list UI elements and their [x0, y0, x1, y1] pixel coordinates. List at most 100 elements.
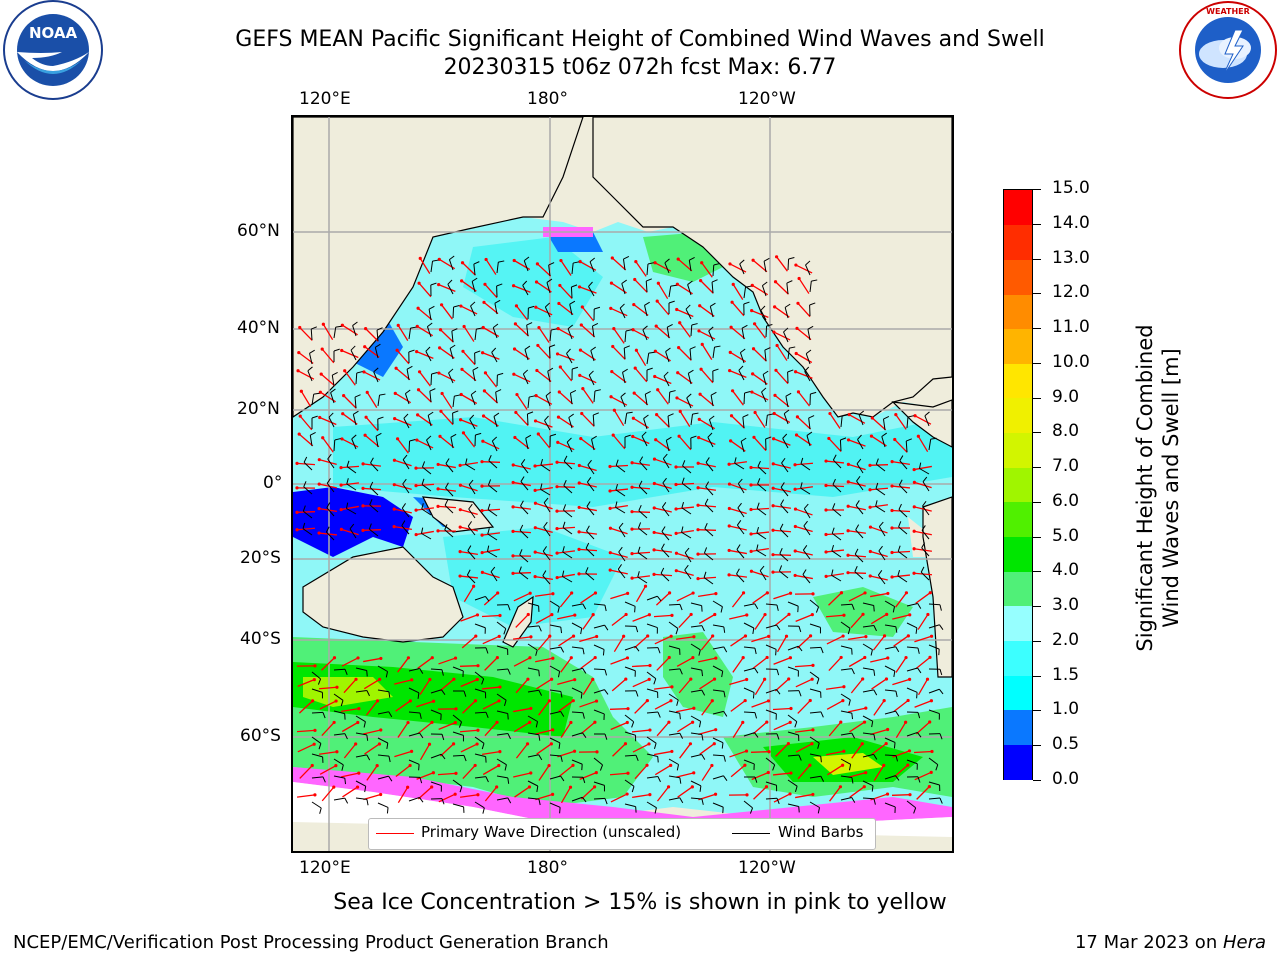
- wave-direction-arrowhead: [882, 634, 887, 638]
- wind-barb: [875, 488, 886, 496]
- wave-direction-arrow: [482, 440, 500, 450]
- wave-direction-arrow: [365, 328, 379, 342]
- wave-direction-arrow: [654, 531, 672, 537]
- wave-direction-arrowhead: [839, 655, 843, 660]
- wave-direction-arrowhead: [652, 530, 656, 535]
- wave-direction-arrowhead: [414, 466, 418, 470]
- wind-barb-feather: [757, 460, 761, 467]
- wind-barb-feather: [366, 690, 370, 697]
- wave-direction-arrowhead: [481, 439, 485, 443]
- wind-barb-feather: [754, 648, 757, 655]
- wind-barb-feather: [763, 257, 770, 262]
- wind-barb-feather: [688, 369, 694, 374]
- wave-direction-arrow: [913, 750, 933, 754]
- wind-barb: [549, 624, 561, 628]
- wave-direction-arrowhead: [794, 433, 799, 437]
- wind-barb: [425, 351, 432, 362]
- wave-direction-arrow: [296, 729, 316, 733]
- wave-direction-arrowhead: [298, 414, 302, 418]
- wave-direction-arrowhead: [810, 613, 814, 617]
- wave-direction-arrowhead: [678, 409, 682, 413]
- wind-barb-feather: [781, 457, 786, 464]
- wave-direction-arrow: [751, 635, 769, 643]
- wave-direction-arrowhead: [714, 728, 718, 732]
- wave-direction-arrow: [698, 437, 716, 445]
- lat-tick: 60°S: [240, 726, 281, 746]
- wind-barb-feather: [915, 627, 918, 634]
- wave-direction-arrow: [417, 657, 433, 669]
- wave-direction-arrow: [794, 729, 814, 733]
- wind-barb: [928, 709, 940, 715]
- wind-barb: [369, 528, 379, 537]
- wave-direction-arrow: [535, 575, 553, 581]
- wave-direction-arrow: [321, 721, 335, 737]
- wind-barb-feather: [562, 546, 565, 553]
- wave-direction-arrowhead: [743, 634, 748, 638]
- wind-barb-feather: [487, 503, 491, 510]
- wind-barb-feather: [485, 647, 489, 654]
- wind-barb-feather: [786, 280, 793, 284]
- wind-barb: [471, 281, 476, 293]
- wind-barb-feather: [638, 480, 643, 487]
- wave-direction-arrowhead: [916, 434, 920, 438]
- wave-direction-arrow: [612, 743, 626, 757]
- wind-barb-feather: [582, 732, 587, 738]
- wind-barb: [840, 645, 852, 650]
- wind-barb: [898, 526, 908, 535]
- wave-direction-arrowhead: [846, 571, 850, 575]
- wind-barb-feather: [805, 349, 812, 355]
- wind-barb: [707, 437, 714, 448]
- wind-barb-feather: [328, 412, 334, 418]
- wind-barb-feather: [657, 647, 661, 654]
- wind-barb: [617, 569, 626, 579]
- wave-direction-arrowhead: [365, 390, 369, 394]
- wave-direction-arrow: [731, 301, 745, 317]
- wind-barb: [615, 489, 626, 497]
- wave-direction-arrowhead: [688, 742, 693, 746]
- wave-direction-arrowhead: [481, 325, 485, 330]
- wave-direction-arrow: [731, 592, 745, 608]
- wave-direction-arrow: [513, 373, 531, 383]
- wind-barb-feather: [875, 500, 878, 507]
- colorbar-tick-mark: [1033, 362, 1041, 364]
- wind-barb-feather: [419, 732, 424, 739]
- wind-barb: [668, 775, 680, 779]
- wind-barb-feather: [789, 346, 796, 349]
- wind-barb-feather: [309, 349, 315, 354]
- wave-direction-arrow: [848, 592, 866, 602]
- wave-direction-arrow: [891, 550, 911, 554]
- wave-direction-arrow: [701, 765, 713, 781]
- wave-direction-arrowhead: [571, 699, 575, 703]
- wind-barb-feather: [754, 667, 759, 674]
- wave-direction-arrowhead: [838, 785, 843, 789]
- wave-direction-arrowhead: [498, 685, 502, 689]
- wind-barb: [567, 328, 573, 340]
- wind-barb: [591, 326, 595, 338]
- wind-barb-feather: [875, 458, 879, 465]
- colorbar-tick-label: 12.0: [1052, 282, 1090, 303]
- wind-barb-feather: [721, 671, 724, 678]
- wind-barb: [543, 502, 551, 513]
- wave-direction-arrow: [752, 721, 768, 735]
- wind-barb: [809, 623, 821, 628]
- colorbar-segment: [1004, 363, 1032, 399]
- wind-barb-feather: [431, 371, 438, 375]
- wind-barb-feather: [898, 521, 902, 528]
- wind-barb: [809, 736, 820, 744]
- wind-barb: [884, 624, 896, 628]
- wind-barb-feather: [701, 625, 705, 632]
- wind-barb: [905, 440, 908, 453]
- wave-direction-arrowhead: [784, 634, 789, 638]
- wind-barb: [377, 754, 389, 757]
- wave-direction-arrow: [775, 369, 789, 385]
- wave-direction-arrow: [797, 391, 811, 407]
- wave-direction-arrowhead: [700, 261, 704, 265]
- colorbar-tick-mark: [1033, 501, 1041, 503]
- wind-barb-feather: [661, 543, 665, 550]
- wave-direction-arrow: [364, 434, 380, 448]
- wind-barb-feather: [426, 435, 432, 441]
- wave-direction-arrow: [849, 786, 865, 798]
- colorbar-tick-label: 14.0: [1052, 212, 1090, 233]
- wave-direction-arrow: [394, 484, 412, 490]
- wave-direction-arrow: [732, 390, 744, 406]
